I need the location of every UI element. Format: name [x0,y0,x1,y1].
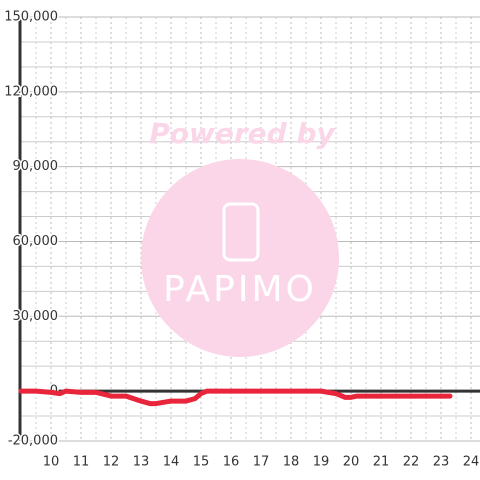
y-tick-label: 30,000 [13,309,59,324]
watermark-top: Powered by [149,117,336,150]
y-tick-label: 150,000 [4,10,58,25]
x-tick-label: 16 [223,455,240,470]
x-tick-label: 19 [313,455,330,470]
x-tick-label: 23 [433,455,450,470]
x-tick-label: 14 [163,455,180,470]
x-tick-label: 20 [343,455,360,470]
x-tick-label: 18 [283,455,300,470]
x-tick-label: 13 [133,455,150,470]
y-tick-label: 120,000 [4,84,58,99]
x-tick-label: 21 [373,455,390,470]
watermark-phone [222,202,260,262]
watermark-circle [141,159,339,357]
x-tick-label: 17 [253,455,270,470]
x-tick-label: 12 [103,455,120,470]
y-tick-label: 60,000 [13,234,59,249]
x-tick-label: 22 [403,455,420,470]
x-tick-label: 10 [43,455,60,470]
watermark-bottom: PAPIMO [163,269,317,310]
y-tick-label: 90,000 [13,159,59,174]
x-tick-label: 24 [463,455,480,470]
y-tick-label: -20,000 [8,434,58,449]
x-tick-label: 15 [193,455,210,470]
series-line [18,388,453,407]
x-tick-label: 11 [73,455,90,470]
